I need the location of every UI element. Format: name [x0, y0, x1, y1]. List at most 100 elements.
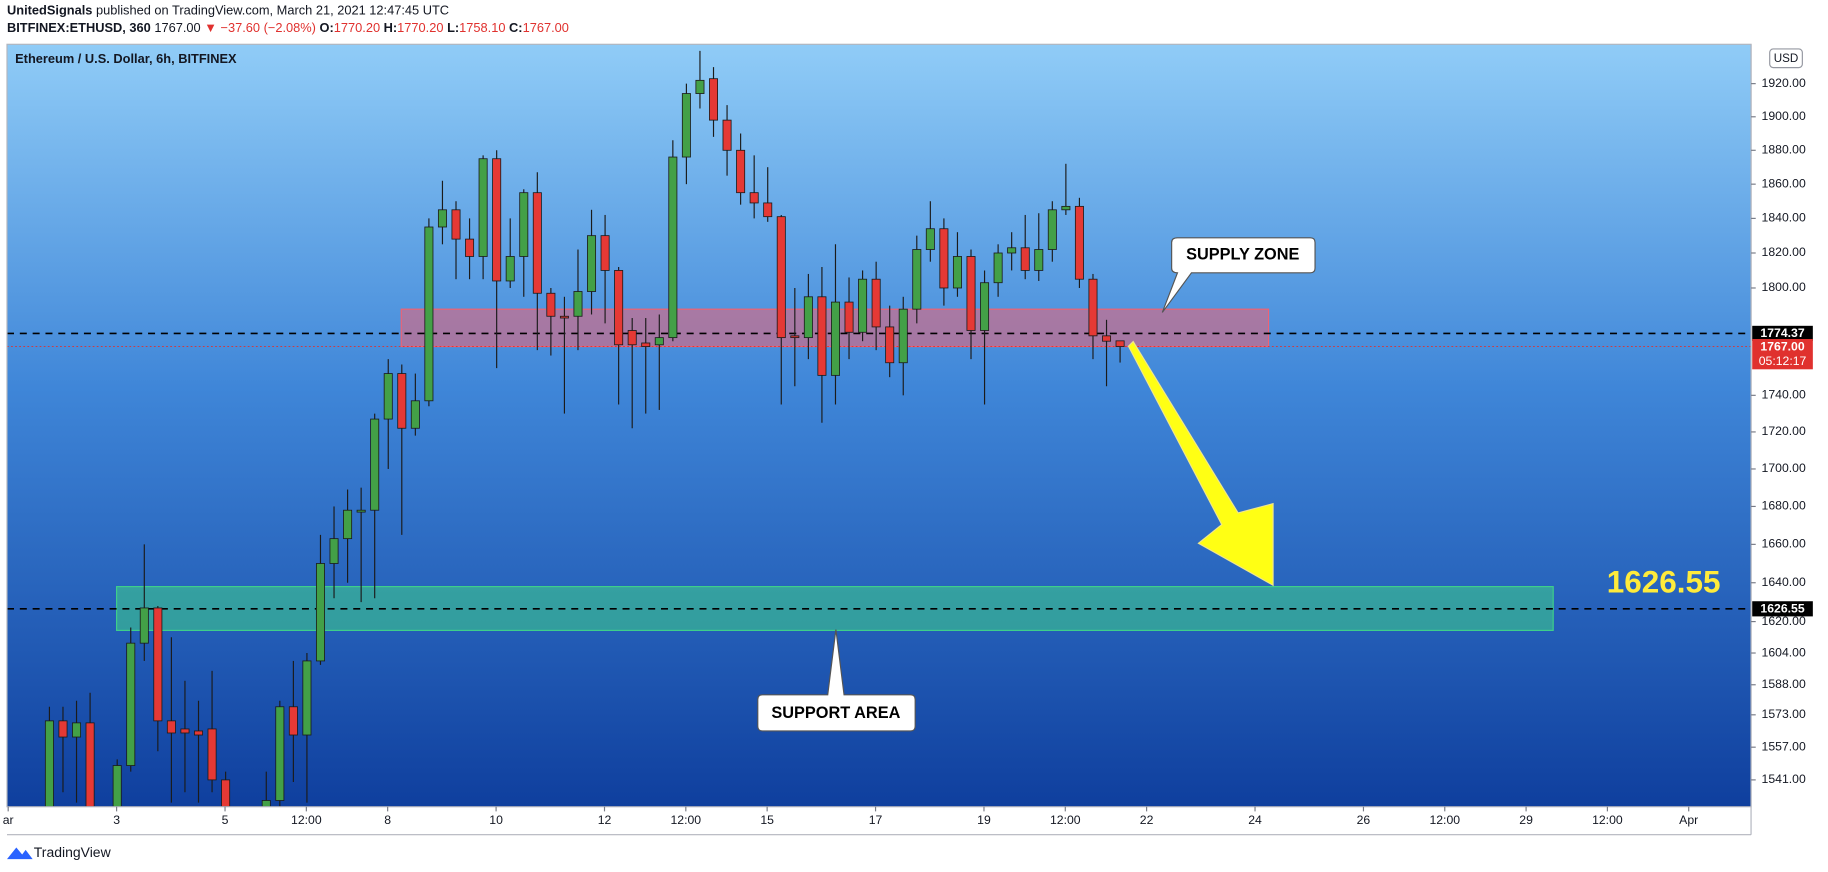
y-tick-label: 1640.00 [1762, 575, 1806, 589]
candle-body [492, 158, 502, 282]
y-tick-label: 1840.00 [1762, 211, 1806, 225]
candle-body [356, 509, 366, 513]
candle-body [844, 301, 854, 333]
price-label: 1774.37 [1760, 326, 1804, 340]
x-tick-label: 12:00 [291, 813, 322, 827]
change: ▼ −37.60 (−2.08%) [204, 21, 316, 36]
candle-body [383, 373, 393, 420]
currency-box [1769, 48, 1803, 69]
plot-background [6, 44, 1752, 807]
x-tick-label: 12:00 [1592, 813, 1623, 827]
ohlc-key: O: [320, 21, 334, 36]
candle-body [546, 292, 556, 317]
y-tick-label: 1860.00 [1762, 176, 1806, 190]
candle-body [1034, 249, 1044, 271]
ohlc-value: 1770.20 [334, 21, 380, 36]
price-label-box [1752, 601, 1813, 617]
candle-body [654, 337, 664, 346]
candle-body [315, 563, 325, 662]
candle-body [519, 192, 529, 257]
candle-body [600, 235, 610, 271]
symbol-line: BITFINEX:ETHUSD, 360 1767.00 ▼ −37.60 (−… [7, 21, 569, 36]
candle-body [44, 720, 54, 807]
last-price: 1767.00 [154, 21, 200, 36]
y-tick-label: 1800.00 [1762, 280, 1806, 294]
candle-body [85, 722, 95, 807]
ohlc-value: 1770.20 [397, 21, 443, 36]
candle-body [817, 296, 827, 376]
arrow [1127, 340, 1274, 587]
symbol: BITFINEX:ETHUSD, 360 [7, 21, 151, 36]
candle-body [207, 728, 217, 781]
candle-body [749, 192, 759, 204]
candle-body [58, 720, 68, 738]
x-tick-label: 26 [1357, 813, 1371, 827]
candle-body [180, 728, 190, 734]
candle-body [275, 706, 285, 801]
candle-body [641, 342, 651, 347]
x-tick-label: 8 [384, 813, 391, 827]
candle-body [559, 315, 569, 319]
logo-mark [6, 847, 33, 860]
candle-body [790, 335, 800, 339]
candle-body [532, 192, 542, 294]
candle-body [681, 93, 691, 158]
y-tick-label: 1700.00 [1762, 461, 1806, 475]
ohlc-value: 1767.00 [523, 21, 569, 36]
candle-body [871, 278, 881, 328]
candle-body [72, 722, 82, 738]
x-tick-label: 12:00 [1429, 813, 1460, 827]
candle-body [437, 209, 447, 228]
x-tick-label: 22 [1140, 813, 1154, 827]
candle-body [627, 330, 637, 346]
x-tick-label: 24 [1248, 813, 1262, 827]
candle-body [722, 119, 732, 151]
zone-label: SUPPLY ZONE [1186, 246, 1299, 264]
plot [6, 50, 1752, 807]
candle-body [166, 720, 176, 734]
candle-body [763, 202, 773, 218]
candle-body [397, 373, 407, 429]
published: published on TradingView.com, March 21, … [96, 3, 449, 18]
candle-body [830, 301, 840, 376]
candle-body [993, 252, 1003, 284]
x-tick-label: ar [3, 813, 14, 827]
x-tick-label: Apr [1679, 813, 1698, 827]
y-tick-label: 1720.00 [1762, 424, 1806, 438]
candle-body [736, 149, 746, 194]
y-tick-label: 1660.00 [1762, 537, 1806, 551]
y-tick-label: 1541.00 [1762, 772, 1806, 786]
y-tick-label: 1740.00 [1762, 388, 1806, 402]
callout-box [757, 629, 916, 732]
candle-body [952, 256, 962, 289]
x-tick-label: 10 [489, 813, 503, 827]
candle-body [1074, 205, 1084, 280]
candle-body [776, 216, 786, 339]
y-tick-label: 1900.00 [1762, 109, 1806, 123]
candle-body [221, 779, 231, 807]
ohlc-key: H: [384, 21, 398, 36]
chart-title: Ethereum / U.S. Dollar, 6h, BITFINEX [15, 51, 237, 66]
candle-body [112, 765, 122, 807]
x-tick-label: 3 [113, 813, 120, 827]
candle-body [1115, 340, 1125, 347]
candle-body [153, 607, 163, 722]
candle-body [1061, 205, 1071, 211]
candle-body [126, 642, 136, 766]
candle-body [410, 400, 420, 429]
candle-body [695, 79, 705, 94]
footer: TradingView [34, 844, 112, 860]
y-tick-label: 1604.00 [1762, 645, 1806, 659]
candle-body [451, 209, 461, 240]
x-tick-label: 12:00 [671, 813, 702, 827]
candle-body [1007, 247, 1017, 254]
candle-body [194, 730, 203, 736]
candle-body [709, 78, 718, 121]
price-label: 1767.00 [1760, 339, 1804, 353]
price-label-box [1752, 325, 1813, 341]
candle-body [1102, 335, 1112, 342]
candle-body [1020, 247, 1030, 271]
y-tick-label: 1820.00 [1762, 245, 1806, 259]
author: UnitedSignals [7, 3, 92, 18]
